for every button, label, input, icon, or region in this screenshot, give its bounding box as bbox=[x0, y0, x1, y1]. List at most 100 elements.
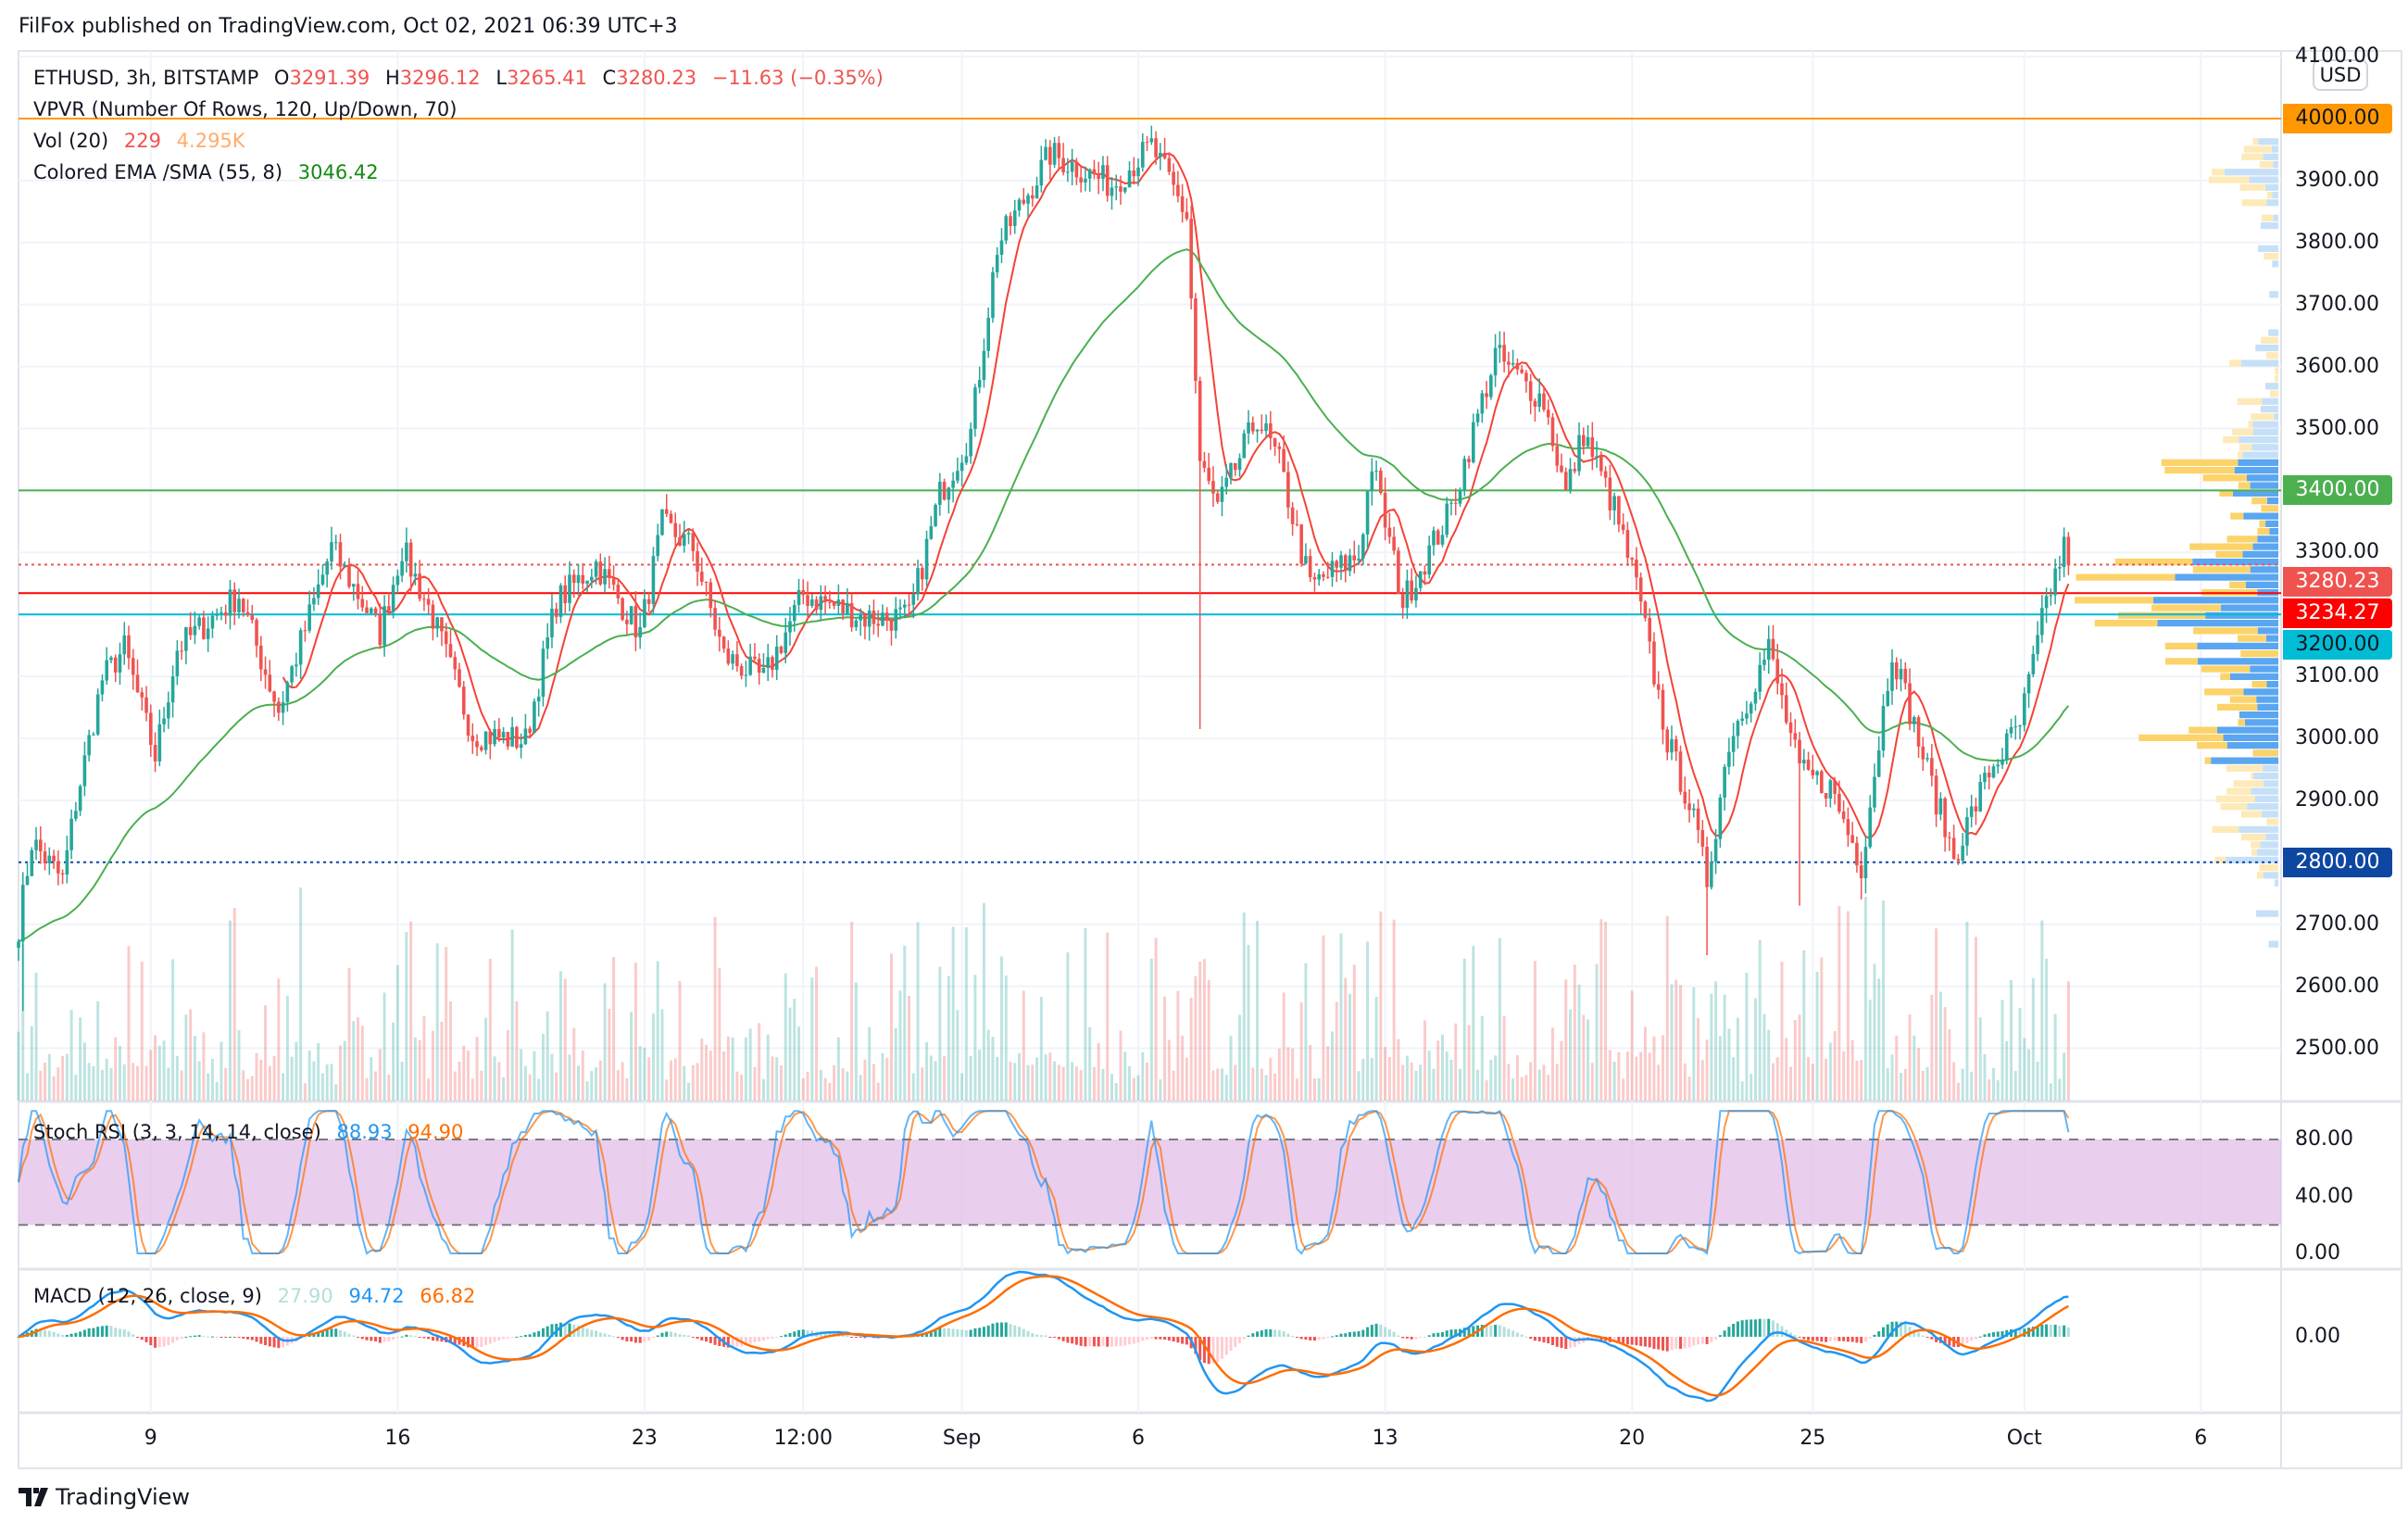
macd-histogram-bar bbox=[1837, 1337, 1841, 1341]
macd-legend[interactable]: MACD (12, 26, close, 9) 27.90 94.72 66.8… bbox=[33, 1285, 484, 1307]
vpvr-down-bar bbox=[2220, 673, 2230, 681]
candle-body bbox=[1141, 142, 1145, 168]
time-axis-label: 23 bbox=[631, 1427, 658, 1450]
stoch-legend[interactable]: Stoch RSI (3, 3, 14, 14, close) 88.93 94… bbox=[33, 1121, 472, 1143]
macd-histogram-bar bbox=[775, 1337, 779, 1338]
volume-bar bbox=[2013, 1070, 2017, 1101]
candle-body bbox=[633, 606, 638, 638]
volume-bar bbox=[1700, 1060, 1704, 1101]
price-level-badge[interactable]: 2800.00 bbox=[2283, 847, 2392, 877]
vpvr-down-bar bbox=[2241, 199, 2267, 207]
volume-bar bbox=[1846, 911, 1850, 1101]
symbol-legend[interactable]: ETHUSD, 3h, BITSTAMP O3291.39 H3296.12 L… bbox=[33, 67, 893, 89]
candle-body bbox=[1590, 436, 1595, 458]
vpvr-legend[interactable]: VPVR (Number Of Rows, 120, Up/Down, 70) bbox=[33, 98, 466, 120]
candle-body bbox=[1705, 847, 1709, 887]
price-level-badge[interactable]: 3400.00 bbox=[2283, 475, 2392, 506]
candle-body bbox=[1392, 536, 1396, 551]
macd-histogram-bar bbox=[1273, 1329, 1277, 1337]
macd-histogram-bar bbox=[193, 1335, 196, 1337]
candle-body bbox=[480, 747, 483, 750]
volume-bar bbox=[1048, 1052, 1052, 1101]
volume-bar bbox=[1789, 1066, 1793, 1101]
volume-bar bbox=[1948, 1028, 1951, 1101]
open-label: O bbox=[273, 67, 290, 89]
volume-bar bbox=[1397, 1038, 1400, 1101]
candle-body bbox=[1176, 184, 1180, 196]
candle-body bbox=[60, 873, 65, 875]
macd-histogram-bar bbox=[973, 1328, 977, 1337]
macd-histogram-bar bbox=[731, 1337, 734, 1348]
volume-bar bbox=[1335, 1001, 1338, 1101]
candle-body bbox=[277, 701, 281, 713]
candle-body bbox=[1784, 695, 1788, 723]
candle-body bbox=[1295, 523, 1299, 525]
candle-body bbox=[1220, 486, 1224, 502]
vpvr-down-bar bbox=[2252, 138, 2259, 145]
candle-body bbox=[1436, 530, 1440, 545]
horizontal-levels[interactable] bbox=[19, 118, 2281, 863]
macd-histogram-bar bbox=[1229, 1337, 1233, 1351]
high-label: H bbox=[384, 67, 400, 89]
candle-body bbox=[1846, 819, 1850, 836]
price-level-badge[interactable]: 3234.27 bbox=[2283, 598, 2392, 629]
macd-histogram-bar bbox=[2049, 1325, 2052, 1337]
volume-bar bbox=[325, 1064, 329, 1101]
macd-histogram-bar bbox=[405, 1334, 408, 1337]
volume-bar bbox=[1665, 915, 1669, 1101]
candle-body bbox=[616, 585, 621, 598]
macd-histogram-bar bbox=[506, 1337, 509, 1339]
volume-bar bbox=[1101, 1068, 1105, 1101]
currency-button[interactable]: USD bbox=[2313, 59, 2368, 91]
macd-histogram-bar bbox=[175, 1337, 179, 1340]
macd-histogram-bar bbox=[2040, 1325, 2044, 1337]
volume-bar bbox=[982, 902, 985, 1101]
candle-body bbox=[1119, 186, 1122, 192]
price-axis-label: 3100.00 bbox=[2295, 664, 2379, 688]
candle-body bbox=[1105, 165, 1110, 196]
macd-histogram-bar bbox=[1141, 1337, 1145, 1341]
volume-bar bbox=[1582, 1014, 1586, 1101]
price-level-badge[interactable]: 4000.00 bbox=[2283, 104, 2392, 133]
macd-histogram-bar bbox=[1128, 1337, 1132, 1345]
candle-body bbox=[2013, 726, 2018, 728]
candle-body bbox=[1410, 580, 1413, 601]
price-level-badge[interactable]: 3200.00 bbox=[2283, 630, 2392, 661]
macd-histogram-bar bbox=[1132, 1337, 1135, 1344]
candle-body bbox=[360, 598, 365, 608]
ema-legend[interactable]: Colored EMA /SMA (55, 8) 3046.42 bbox=[33, 161, 388, 183]
candle-body bbox=[916, 568, 920, 595]
candle-body bbox=[594, 561, 598, 577]
candle-body bbox=[1956, 859, 1961, 861]
volume-bar bbox=[598, 1060, 602, 1101]
volume-bar bbox=[272, 1055, 276, 1101]
vpvr-down-bar bbox=[2251, 497, 2267, 505]
vpvr-up-bar bbox=[2257, 703, 2278, 711]
macd-histogram-bar bbox=[422, 1337, 426, 1339]
tradingview-logo[interactable]: TradingView bbox=[19, 1484, 190, 1510]
candle-body bbox=[162, 718, 166, 724]
volume-bar bbox=[969, 1055, 972, 1101]
volume-bar bbox=[497, 1062, 501, 1101]
macd-histogram-bar bbox=[577, 1325, 581, 1337]
volume-bar bbox=[700, 1038, 704, 1101]
candle-body bbox=[1908, 683, 1912, 724]
volume-bar bbox=[885, 1057, 889, 1101]
volume-bars bbox=[17, 887, 2070, 1101]
macd-histogram-bar bbox=[550, 1324, 554, 1337]
volume-bar bbox=[608, 1008, 611, 1101]
macd-histogram-bar bbox=[259, 1337, 263, 1344]
volume-legend[interactable]: Vol (20) 229 4.295K bbox=[33, 130, 255, 152]
indicator-axis-label: 0.00 bbox=[2295, 1325, 2340, 1348]
volume-bar bbox=[1807, 1056, 1811, 1101]
volume-bar bbox=[1753, 998, 1757, 1101]
candle-body bbox=[1943, 798, 1947, 837]
volume-bar bbox=[1524, 1075, 1528, 1101]
macd-histogram-bar bbox=[797, 1329, 801, 1337]
candle-body bbox=[854, 620, 859, 628]
candle-body bbox=[1978, 782, 1982, 812]
price-level-badge[interactable]: 3280.23 bbox=[2283, 567, 2392, 598]
volume-bar bbox=[1401, 1064, 1405, 1101]
stoch-label: Stoch RSI (3, 3, 14, 14, close) bbox=[33, 1121, 321, 1143]
